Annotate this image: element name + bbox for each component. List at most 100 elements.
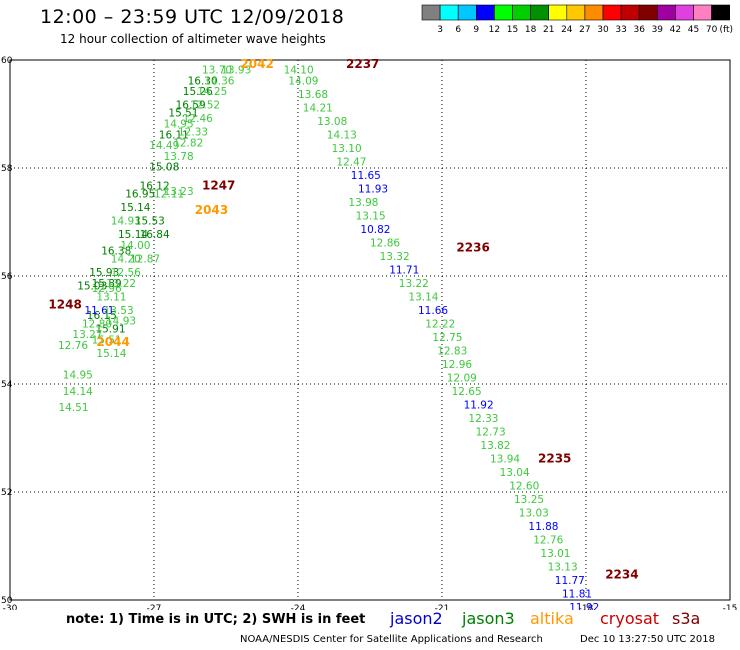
wave-height-label: 12.65: [452, 386, 482, 398]
wave-height-label: 12.96: [92, 283, 122, 295]
longitude-tick-label: -27: [147, 604, 162, 610]
pass-time-label: 2236: [456, 241, 489, 255]
color-scale-label: 39: [652, 25, 664, 35]
wave-height-label: 12.46: [183, 113, 213, 125]
wave-height-label: 16.38: [101, 245, 131, 257]
wave-height-label: 13.22: [399, 278, 429, 290]
latitude-tick-label: 52: [1, 488, 12, 498]
color-swatch: [711, 4, 730, 21]
longitude-tick-label: -18: [579, 604, 594, 610]
wave-height-label: 12.11: [154, 189, 184, 201]
color-scale-label: 9: [473, 25, 479, 35]
color-scale-unit: (ft): [719, 25, 733, 35]
wave-height-label: 15.03: [77, 281, 107, 293]
wave-height-label: 12.33: [178, 127, 208, 139]
wave-height-label: 13.04: [500, 467, 530, 479]
wave-height-label: 13.27: [72, 329, 102, 341]
page-subtitle: 12 hour collection of altimeter wave hei…: [60, 32, 326, 46]
wave-height-label: 10.82: [360, 224, 390, 236]
wave-height-label: 11.77: [555, 575, 585, 587]
wave-height-label: 14.00: [120, 240, 150, 252]
wave-height-label: 13.93: [221, 65, 251, 77]
longitude-tick-label: -24: [291, 604, 306, 610]
wave-height-label: 14.13: [327, 129, 357, 141]
wave-height-label: 13.68: [298, 89, 328, 101]
latitude-tick-label: 58: [1, 164, 13, 174]
wave-height-label: 16.59: [176, 100, 206, 112]
wave-height-label: 14.49: [149, 140, 179, 152]
wave-height-label: 11.92: [464, 399, 494, 411]
map-frame: [9, 59, 731, 601]
color-scale-label: 24: [561, 25, 573, 35]
wave-height-label: 13.10: [332, 143, 362, 155]
color-scale-bar: 3 6 9 12 15 18 21 24 27 30 33 36 39 42 45 70 (ft): [421, 4, 733, 35]
color-scale-label: 70: [706, 25, 718, 35]
wave-height-label: 11.93: [358, 183, 388, 195]
latitude-tick-label: 60: [1, 56, 13, 66]
wave-height-label: 12.76: [533, 534, 563, 546]
wave-height-label: 12.76: [58, 340, 88, 352]
legend-altika: altika: [530, 609, 574, 628]
wave-height-label: 12.86: [370, 237, 400, 249]
wave-height-label: 11.66: [418, 305, 448, 317]
wave-height-label: 14.25: [197, 86, 227, 98]
wave-height-label: 16.12: [140, 181, 170, 193]
legend-jason2: jason2: [390, 609, 443, 628]
longitude-tick-label: -30: [3, 604, 18, 610]
pass-time-label: 2042: [240, 57, 273, 71]
wave-height-label: 16.95: [125, 189, 155, 201]
wave-height-label: 13.23: [164, 186, 194, 198]
wave-height-label: 12.83: [437, 345, 467, 357]
wave-height-label: 13.08: [317, 116, 347, 128]
wave-height-label: 11.65: [351, 170, 381, 182]
longitude-tick-label: -21: [435, 604, 450, 610]
wave-height-label: 14.10: [284, 65, 314, 77]
wave-height-label: 13.11: [96, 291, 126, 303]
color-scale-label: 6: [455, 25, 461, 35]
wave-height-label: 14.95: [63, 370, 93, 382]
color-scale-label: 18: [525, 25, 537, 35]
wave-height-label: 12.80: [82, 318, 112, 330]
color-scale-label: 3: [437, 25, 443, 35]
color-scale-label: 21: [543, 25, 554, 35]
wave-height-label: 14.95: [164, 119, 194, 131]
wave-height-label: 13.70: [202, 65, 232, 77]
wave-height-label: 16.15: [87, 310, 117, 322]
latitude-tick-label: 56: [1, 272, 13, 282]
wave-height-map: -30 -27 -24 -21 -18 -15 60 58 56 54 52 50 14.95 14.14…: [1, 56, 737, 610]
legend-jason3: jason3: [462, 609, 515, 628]
wave-height-label: 13.25: [514, 494, 544, 506]
wave-height-label: 13.03: [519, 507, 549, 519]
pass-time-label: 1247: [202, 179, 235, 193]
wave-height-label: 12.47: [336, 156, 366, 168]
legend-cryosat: cryosat: [600, 609, 660, 628]
wave-height-label: 13.15: [356, 210, 386, 222]
wave-height-label: 12.73: [476, 426, 506, 438]
pass-time-label: 1248: [48, 297, 81, 311]
wave-height-label: 14.09: [288, 75, 318, 87]
color-scale-label: 27: [579, 25, 590, 35]
pass-time-label: 2237: [346, 57, 379, 71]
wave-height-label: 13.32: [380, 251, 410, 263]
wave-height-label: 15.93: [89, 267, 119, 279]
latitude-tick-label: 50: [1, 596, 13, 606]
generation-timestamp: Dec 10 13:27:50 UTC 2018: [580, 634, 715, 645]
wave-height-label: 15.14: [96, 348, 126, 360]
pass-time-label: 2235: [538, 451, 571, 465]
color-scale-label: 45: [688, 25, 699, 35]
color-scale-label: 36: [633, 25, 645, 35]
wave-height-label: 15.14: [118, 229, 148, 241]
wave-height-label: 13.53: [104, 305, 134, 317]
wave-height-label: 12.60: [509, 480, 539, 492]
credit-line: NOAA/NESDIS Center for Satellite Applica…: [240, 634, 543, 645]
pass-time-label: 2234: [605, 567, 638, 581]
wave-height-label: 16.30: [188, 75, 218, 87]
wave-height-label: 12.52: [190, 100, 220, 112]
wave-height-label: 12.22: [425, 318, 455, 330]
color-scale-label: 15: [507, 25, 518, 35]
wave-height-label: 15.26: [183, 86, 213, 98]
wave-height-label: 15.08: [149, 162, 179, 174]
wave-height-label: 12.75: [432, 332, 462, 344]
wave-height-label: 13.98: [348, 197, 378, 209]
wave-height-label: 16.11: [159, 129, 189, 141]
